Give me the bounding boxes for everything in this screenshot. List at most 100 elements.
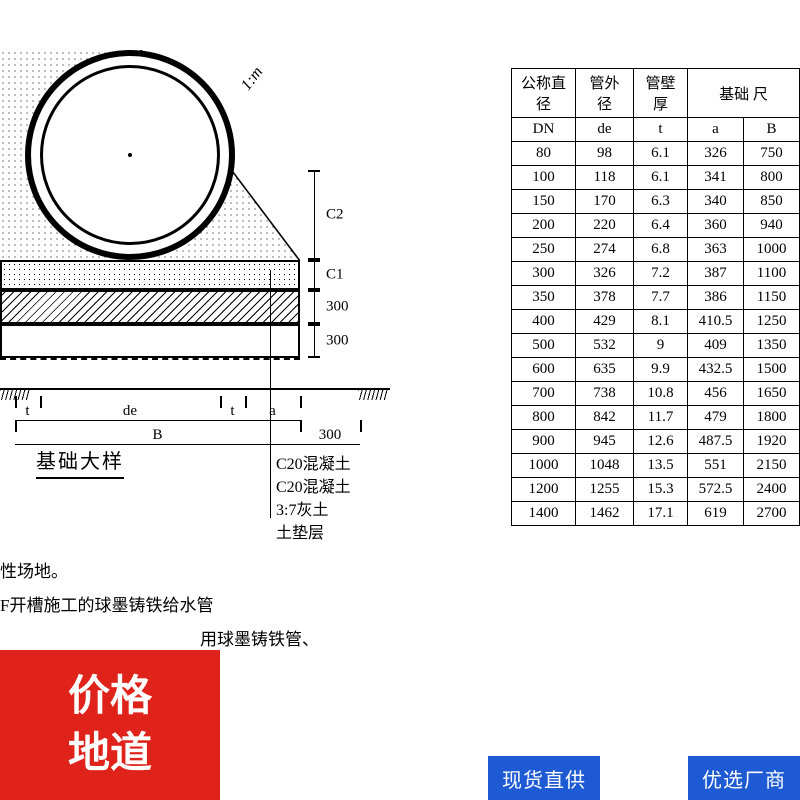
table-cell: 1000 <box>512 454 576 478</box>
th-t: 管壁厚 <box>634 69 688 118</box>
table-cell: 1100 <box>744 262 800 286</box>
table-cell: 945 <box>576 430 634 454</box>
leader-4 <box>270 370 271 518</box>
table-row: 80986.1326750 <box>512 142 800 166</box>
th-sub-dn: DN <box>512 118 576 142</box>
table-cell: 250 <box>512 238 576 262</box>
table-cell: 387 <box>688 262 744 286</box>
table-cell: 456 <box>688 382 744 406</box>
table-row: 1200125515.3572.52400 <box>512 478 800 502</box>
table-cell: 9.9 <box>634 358 688 382</box>
table-cell: 170 <box>576 190 634 214</box>
table-cell: 850 <box>744 190 800 214</box>
table-cell: 1350 <box>744 334 800 358</box>
table-cell: 360 <box>688 214 744 238</box>
canvas: 1:m C2 C1 300 300 t de t a B <box>0 0 800 800</box>
table-cell: 9 <box>634 334 688 358</box>
table-cell: 8.1 <box>634 310 688 334</box>
table-cell: 6.4 <box>634 214 688 238</box>
badge-line1: 价格 <box>68 668 152 725</box>
layer-concrete-upper <box>0 260 300 290</box>
table-cell: 410.5 <box>688 310 744 334</box>
table-row: 6006359.9432.51500 <box>512 358 800 382</box>
table-row: 2502746.83631000 <box>512 238 800 262</box>
th-sub-de: de <box>576 118 634 142</box>
table-cell: 7.7 <box>634 286 688 310</box>
dim-c2-label: C2 <box>326 207 344 224</box>
table-cell: 1500 <box>744 358 800 382</box>
table-cell: 1462 <box>576 502 634 526</box>
table-cell: 479 <box>688 406 744 430</box>
table-cell: 150 <box>512 190 576 214</box>
table-cell: 10.8 <box>634 382 688 406</box>
layer-lime-soil <box>0 324 300 358</box>
table-cell: 98 <box>576 142 634 166</box>
table-cell: 551 <box>688 454 744 478</box>
table-cell: 200 <box>512 214 576 238</box>
dim-300a-label: 300 <box>326 299 349 316</box>
table-cell: 900 <box>512 430 576 454</box>
dim-t-right: t <box>220 403 245 421</box>
ground-line <box>0 388 390 390</box>
table-cell: 12.6 <box>634 430 688 454</box>
table-cell: 1048 <box>576 454 634 478</box>
dim-c2: C2 <box>310 170 370 260</box>
table-cell: 6.1 <box>634 142 688 166</box>
dim-300-right: 300 <box>300 427 360 445</box>
table-cell: 1200 <box>512 478 576 502</box>
notes-block: 性场地。 F开槽施工的球墨铸铁给水管 用球墨铸铁管、 <box>0 555 319 657</box>
table-cell: 409 <box>688 334 744 358</box>
table-cell: 738 <box>576 382 634 406</box>
table-cell: 635 <box>576 358 634 382</box>
table-row: 1001186.1341800 <box>512 166 800 190</box>
dim-de: de <box>40 403 220 421</box>
table-cell: 572.5 <box>688 478 744 502</box>
table-cell: 118 <box>576 166 634 190</box>
dim-t-left: t <box>15 403 40 421</box>
table-cell: 1150 <box>744 286 800 310</box>
table-cell: 800 <box>512 406 576 430</box>
table-cell: 1000 <box>744 238 800 262</box>
pipe-center <box>128 153 132 157</box>
dim-c1-label: C1 <box>326 267 344 284</box>
table-cell: 750 <box>744 142 800 166</box>
table-cell: 1920 <box>744 430 800 454</box>
dim-b: B <box>15 427 300 445</box>
th-base: 基础 尺 <box>688 69 800 118</box>
table-cell: 350 <box>512 286 576 310</box>
th-de: 管外径 <box>576 69 634 118</box>
note-2: F开槽施工的球墨铸铁给水管 <box>0 589 319 623</box>
dimension-table: 公称直径 管外径 管壁厚 基础 尺 DN de t a B 80986.1326… <box>511 68 800 526</box>
table-cell: 619 <box>688 502 744 526</box>
strip-right: 优选厂商 <box>688 756 800 800</box>
table-cell: 2400 <box>744 478 800 502</box>
th-dn: 公称直径 <box>512 69 576 118</box>
dim-a: a <box>245 403 300 421</box>
table-cell: 80 <box>512 142 576 166</box>
table-cell: 274 <box>576 238 634 262</box>
dim-300b-label: 300 <box>326 333 349 350</box>
table-cell: 1800 <box>744 406 800 430</box>
table-cell: 378 <box>576 286 634 310</box>
table-row: 4004298.1410.51250 <box>512 310 800 334</box>
table-cell: 326 <box>688 142 744 166</box>
table-cell: 842 <box>576 406 634 430</box>
table-cell: 1250 <box>744 310 800 334</box>
table-cell: 13.5 <box>634 454 688 478</box>
price-badge: 价格 地道 <box>0 650 220 800</box>
table-cell: 100 <box>512 166 576 190</box>
table-row: 3003267.23871100 <box>512 262 800 286</box>
dim-c1: C1 <box>310 260 370 290</box>
table-cell: 429 <box>576 310 634 334</box>
dim-300a: 300 <box>310 290 370 324</box>
table-row: 80084211.74791800 <box>512 406 800 430</box>
table-cell: 800 <box>744 166 800 190</box>
table-cell: 15.3 <box>634 478 688 502</box>
table-cell: 1400 <box>512 502 576 526</box>
table-row: 90094512.6487.51920 <box>512 430 800 454</box>
table-cell: 532 <box>576 334 634 358</box>
table-cell: 7.2 <box>634 262 688 286</box>
table-cell: 6.3 <box>634 190 688 214</box>
table-cell: 1650 <box>744 382 800 406</box>
table-cell: 1255 <box>576 478 634 502</box>
